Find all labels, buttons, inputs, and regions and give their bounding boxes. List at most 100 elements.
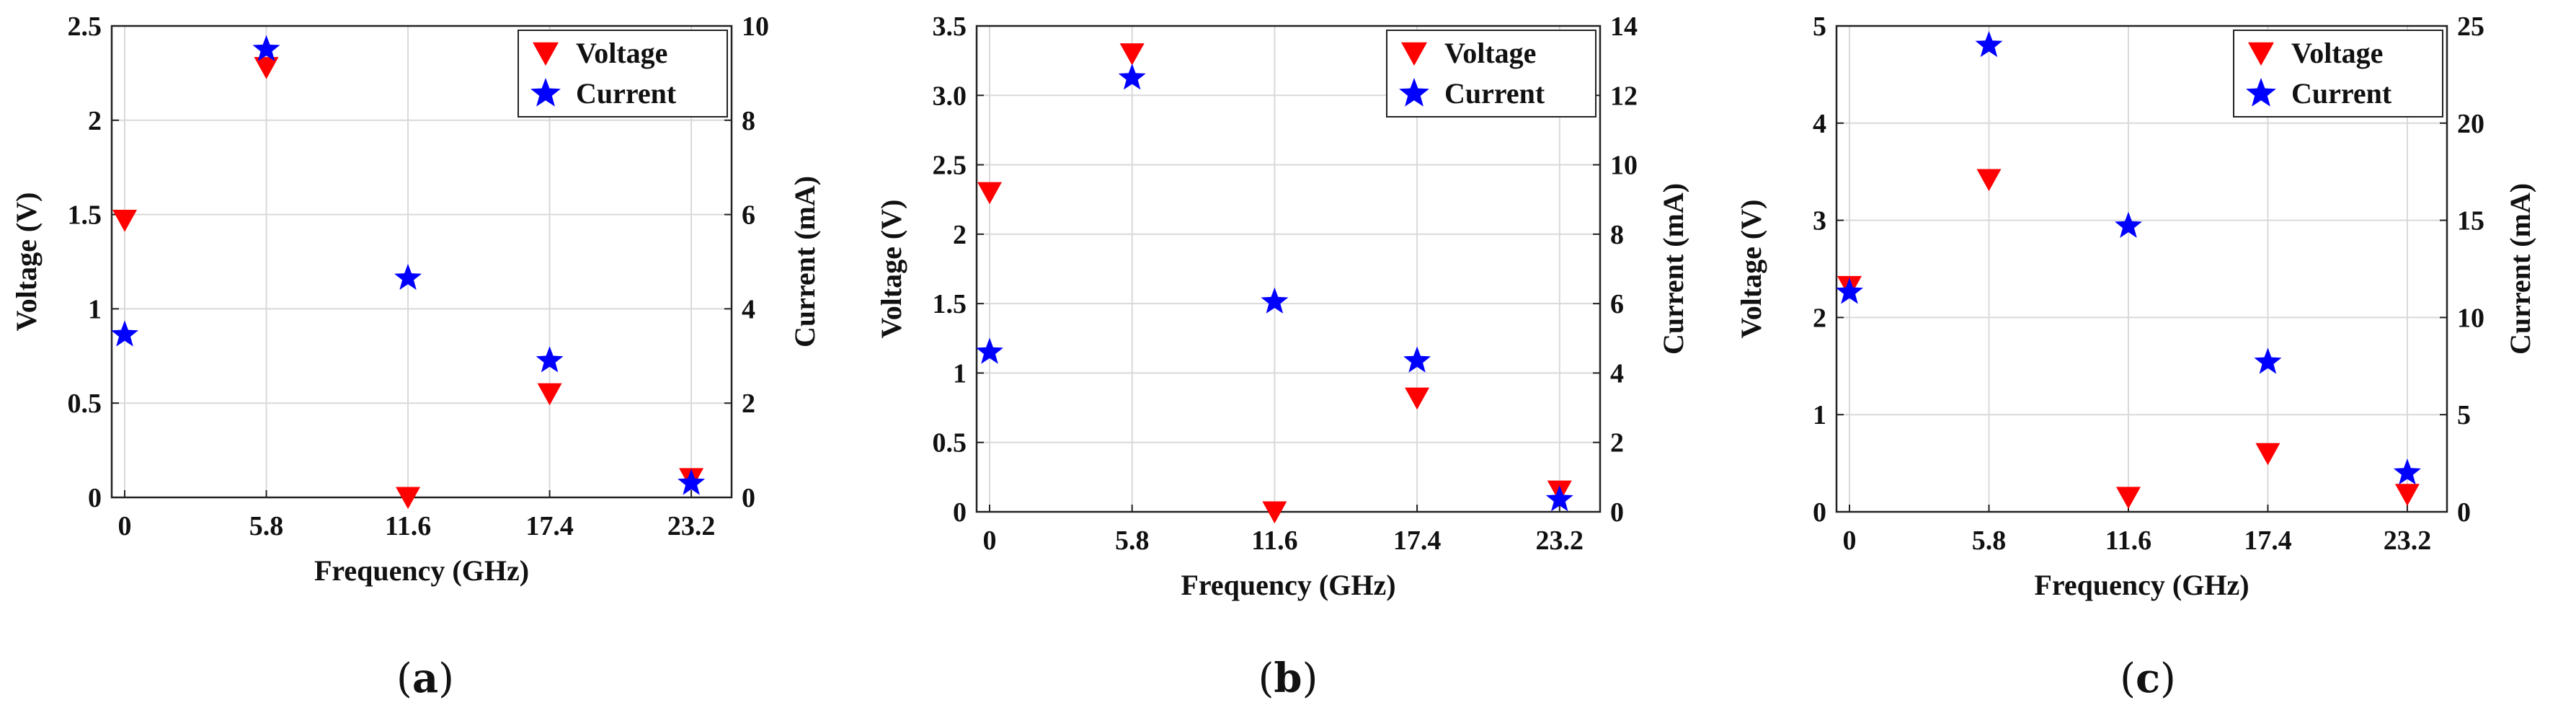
y2-tick-label: 6 — [1610, 289, 1624, 319]
x-tick-label: 23.2 — [1536, 526, 1584, 556]
x-axis-label: Frequency (GHz) — [2034, 569, 2249, 601]
x-tick-label: 0 — [118, 511, 132, 541]
legend-label: Voltage — [576, 37, 667, 69]
legend-voltage-marker — [533, 42, 559, 66]
x-tick-label: 17.4 — [2244, 526, 2292, 556]
voltage-point — [537, 383, 562, 406]
y-tick-label: 4 — [1813, 109, 1826, 139]
panel-label: (b) — [1258, 655, 1318, 702]
x-tick-label: 23.2 — [667, 511, 716, 541]
x-axis-label: Frequency (GHz) — [314, 554, 529, 587]
voltage-point — [112, 209, 137, 232]
y2-axis-label: Current (mA) — [2504, 183, 2536, 355]
plot-frame — [110, 25, 733, 499]
y-axis-label: Voltage (V) — [1735, 200, 1767, 339]
current-point — [678, 469, 706, 495]
y2-tick-label: 2 — [742, 389, 755, 419]
y2-axis-label: Current (mA) — [1657, 183, 1689, 355]
y2-tick-label: 4 — [1610, 358, 1624, 389]
x-axis-label: Frequency (GHz) — [1181, 569, 1395, 601]
current-point — [1261, 287, 1289, 314]
legend-current-marker — [2246, 78, 2276, 107]
y2-tick-label: 10 — [742, 12, 769, 42]
x-tick-label: 5.8 — [1972, 526, 2007, 556]
y2-tick-label: 10 — [2457, 303, 2484, 333]
x-tick-label: 5.8 — [249, 511, 284, 541]
voltage-point — [396, 487, 421, 510]
y2-tick-label: 0 — [742, 483, 755, 513]
y2-tick-label: 2 — [1610, 428, 1624, 458]
y-tick-label: 2 — [88, 106, 102, 136]
y-tick-label: 5 — [1813, 12, 1826, 42]
current-point — [2254, 347, 2282, 374]
y-tick-label: 0 — [1813, 497, 1826, 528]
y-tick-label: 2 — [953, 220, 967, 250]
y-tick-label: 1 — [88, 294, 102, 324]
legend-current-marker — [530, 78, 561, 107]
legend-current-marker — [1399, 78, 1429, 107]
y-tick-label: 1 — [1813, 400, 1826, 430]
y2-tick-label: 20 — [2457, 109, 2484, 139]
y2-tick-label: 12 — [1610, 81, 1638, 111]
legend-label: Voltage — [2291, 37, 2383, 69]
current-point — [2115, 211, 2142, 238]
y2-tick-label: 5 — [2457, 400, 2471, 430]
current-point — [111, 320, 138, 347]
chart-panel-a: 0 0.5 1 1.5 2 2.5 0 2 4 6 8 10 0 5.8 11.6 17.4 23.2 Frequ… — [10, 12, 821, 702]
y-tick-label: 1.5 — [933, 289, 967, 319]
y-tick-label: 1 — [953, 358, 967, 389]
current-point — [252, 35, 280, 61]
x-tick-label: 23.2 — [2384, 526, 2432, 556]
current-point — [976, 337, 1003, 364]
y-tick-label: 2.5 — [933, 151, 967, 181]
y2-tick-label: 10 — [1610, 151, 1638, 181]
legend: Voltage Current — [2233, 30, 2443, 118]
x-tick-label: 17.4 — [1393, 526, 1442, 556]
current-point — [536, 346, 564, 373]
y-tick-label: 3.5 — [933, 12, 967, 42]
y-tick-label: 2.5 — [68, 12, 102, 42]
x-tick-label: 11.6 — [385, 511, 431, 541]
y2-tick-label: 0 — [1610, 497, 1624, 528]
current-point — [1118, 63, 1146, 90]
voltage-point — [2394, 484, 2420, 506]
chart-panel-b: 0 0.5 1 1.5 2 2.5 3.0 3.5 0 2 4 6 8 10 12 14 0 5.8 11.6 17.… — [875, 12, 1689, 702]
y-tick-label: 0.5 — [68, 389, 102, 419]
y2-tick-label: 15 — [2457, 206, 2484, 236]
y-axis-label: Voltage (V) — [875, 200, 907, 339]
y-tick-label: 0 — [953, 497, 967, 528]
y-tick-label: 3 — [1813, 206, 1826, 236]
y2-tick-label: 0 — [2457, 497, 2471, 528]
y-axis-label: Voltage (V) — [10, 192, 43, 332]
current-point — [1975, 31, 2003, 58]
x-tick-label: 11.6 — [1251, 526, 1297, 556]
voltage-point — [2115, 487, 2141, 509]
x-tick-label: 11.6 — [2105, 526, 2151, 556]
voltage-point — [1119, 43, 1145, 66]
y2-tick-label: 8 — [742, 106, 755, 136]
panel-label: (c) — [2120, 655, 2176, 702]
legend-voltage-marker — [1401, 42, 1427, 66]
x-tick-label: 0 — [1843, 526, 1857, 556]
plot-frame — [1835, 25, 2448, 513]
legend-voltage-marker — [2248, 42, 2274, 66]
legend: Voltage Current — [518, 30, 728, 118]
x-tick-label: 17.4 — [525, 511, 574, 541]
chart-panel-c: 0 1 2 3 4 5 0 5 10 15 20 25 0 5.8 11.6 17.4 23.2 Frequenc… — [1735, 12, 2536, 702]
voltage-point — [2255, 443, 2280, 466]
y2-axis-label: Current (mA) — [789, 176, 821, 347]
legend-label: Current — [1444, 77, 1545, 110]
y2-tick-label: 8 — [1610, 220, 1624, 250]
y2-tick-label: 4 — [742, 294, 755, 324]
x-tick-label: 0 — [983, 526, 997, 556]
y-tick-label: 2 — [1813, 303, 1826, 333]
legend: Voltage Current — [1386, 30, 1596, 118]
y2-tick-label: 6 — [742, 200, 755, 231]
plot-frame — [975, 25, 1602, 513]
legend-label: Current — [2291, 77, 2392, 110]
legend-label: Voltage — [1444, 37, 1536, 69]
voltage-point — [254, 57, 279, 79]
y-tick-label: 1.5 — [68, 200, 102, 231]
current-point — [2393, 458, 2421, 485]
